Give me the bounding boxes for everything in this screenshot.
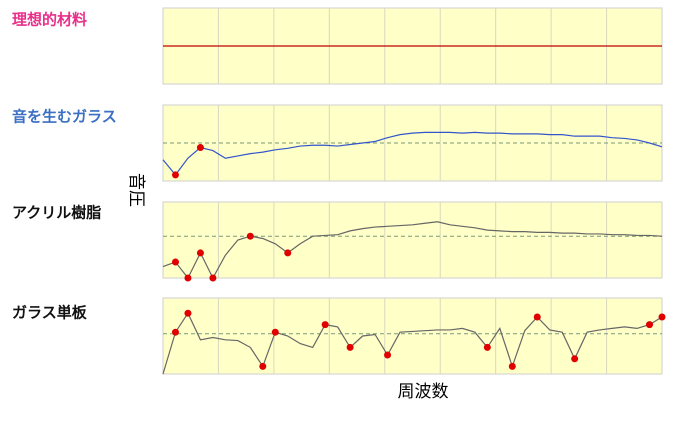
data-marker xyxy=(346,343,354,351)
panel-title: アクリル樹脂 xyxy=(12,204,101,222)
data-line xyxy=(162,311,663,375)
data-marker xyxy=(483,343,491,351)
panel-title: 音を生むガラス xyxy=(12,108,117,126)
panel-title: ガラス単板 xyxy=(12,304,88,322)
x-axis-label: 周波数 xyxy=(398,382,449,402)
data-marker xyxy=(184,274,192,282)
panel-title: 理想的材料 xyxy=(12,11,87,29)
data-marker xyxy=(284,249,292,257)
data-marker xyxy=(196,249,204,257)
panel-background xyxy=(162,104,663,182)
data-marker xyxy=(508,362,516,370)
data-marker xyxy=(171,171,179,179)
data-marker xyxy=(209,274,217,282)
data-marker xyxy=(321,321,329,329)
data-marker xyxy=(196,144,204,152)
data-marker xyxy=(271,328,279,336)
data-marker xyxy=(571,355,579,363)
data-marker xyxy=(246,232,254,240)
data-marker xyxy=(533,313,541,321)
data-marker xyxy=(259,362,267,370)
data-marker xyxy=(658,313,666,321)
data-marker xyxy=(171,328,179,336)
panel-background xyxy=(162,201,663,279)
data-marker xyxy=(384,351,392,359)
data-marker xyxy=(171,258,179,266)
data-marker xyxy=(646,321,654,329)
data-line xyxy=(162,131,663,176)
panel-background xyxy=(162,297,663,375)
data-line xyxy=(162,221,663,280)
data-marker xyxy=(184,309,192,317)
y-axis-label: 音圧 xyxy=(126,173,146,207)
